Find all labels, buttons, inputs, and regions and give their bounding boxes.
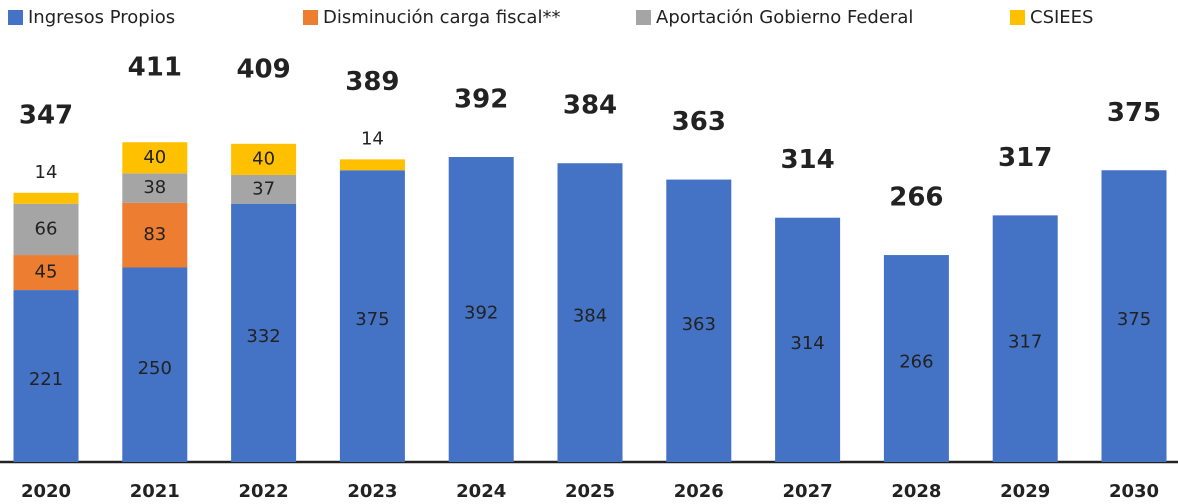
total-label: 375 xyxy=(1107,98,1161,128)
bar-segment xyxy=(13,255,79,291)
total-label: 392 xyxy=(454,85,508,115)
legend-swatch xyxy=(8,10,23,25)
bar-segment xyxy=(231,203,297,463)
segment-label: 250 xyxy=(138,358,172,379)
segment-label: 363 xyxy=(682,314,716,335)
legend-label: Ingresos Propios xyxy=(28,7,175,28)
x-tick-label: 2021 xyxy=(130,481,180,502)
bar-segment xyxy=(339,170,405,462)
bar-segment xyxy=(122,267,188,462)
legend-label: Disminución carga fiscal** xyxy=(323,7,560,28)
segment-label: 375 xyxy=(1117,309,1151,330)
x-tick-label: 2026 xyxy=(674,481,724,502)
segment-label: 40 xyxy=(252,148,275,169)
total-label: 266 xyxy=(889,183,943,213)
x-tick-label: 2029 xyxy=(1000,481,1050,502)
legend-swatch xyxy=(1010,10,1025,25)
segment-label: 14 xyxy=(361,128,384,149)
bar-segment xyxy=(122,173,188,203)
segment-label: 221 xyxy=(29,369,63,390)
x-tick-label: 2020 xyxy=(21,481,71,502)
segment-label: 14 xyxy=(35,162,58,183)
x-tick-label: 2027 xyxy=(783,481,833,502)
segment-label: 266 xyxy=(899,352,933,373)
total-label: 409 xyxy=(236,54,290,84)
total-label: 347 xyxy=(19,100,73,130)
total-label: 317 xyxy=(998,143,1052,173)
segment-label: 40 xyxy=(143,147,166,168)
bar-segment xyxy=(122,202,188,268)
bar-segment xyxy=(557,163,623,463)
segment-label: 37 xyxy=(252,178,275,199)
bar-segment xyxy=(666,179,732,462)
total-label: 384 xyxy=(563,91,617,121)
segment-label: 332 xyxy=(246,326,280,347)
bar-segment xyxy=(339,159,405,171)
x-tick-label: 2028 xyxy=(891,481,941,502)
segment-label: 317 xyxy=(1008,332,1042,353)
total-label: 389 xyxy=(345,67,399,97)
legend-label: Aportación Gobierno Federal xyxy=(656,7,913,28)
x-tick-label: 2025 xyxy=(565,481,615,502)
bar-segment xyxy=(1101,170,1167,462)
x-tick-label: 2024 xyxy=(456,481,506,502)
bar-segment xyxy=(122,142,188,174)
bar-segment xyxy=(883,255,949,462)
bar-segment xyxy=(231,174,297,204)
total-label: 363 xyxy=(672,107,726,137)
segment-label: 314 xyxy=(790,333,824,354)
bar-segment xyxy=(13,290,79,462)
x-tick-label: 2023 xyxy=(347,481,397,502)
total-label: 411 xyxy=(128,53,182,83)
segment-label: 38 xyxy=(143,177,166,198)
total-label: 314 xyxy=(780,145,834,175)
segment-label: 384 xyxy=(573,306,607,327)
bar-segment xyxy=(992,215,1058,462)
segment-label: 66 xyxy=(35,218,58,239)
legend-swatch xyxy=(636,10,651,25)
segment-label: 375 xyxy=(355,309,389,330)
legend-swatch xyxy=(303,10,318,25)
x-tick-label: 2030 xyxy=(1109,481,1159,502)
bar-segment xyxy=(231,143,297,175)
segment-label: 45 xyxy=(35,262,58,283)
x-tick-label: 2022 xyxy=(239,481,289,502)
bar-segment xyxy=(13,192,79,204)
segment-label: 392 xyxy=(464,303,498,324)
legend-label: CSIEES xyxy=(1030,7,1093,28)
bar-segment xyxy=(448,157,514,463)
segment-label: 83 xyxy=(143,224,166,245)
bar-segment xyxy=(775,217,841,462)
bar-segment xyxy=(13,203,79,256)
